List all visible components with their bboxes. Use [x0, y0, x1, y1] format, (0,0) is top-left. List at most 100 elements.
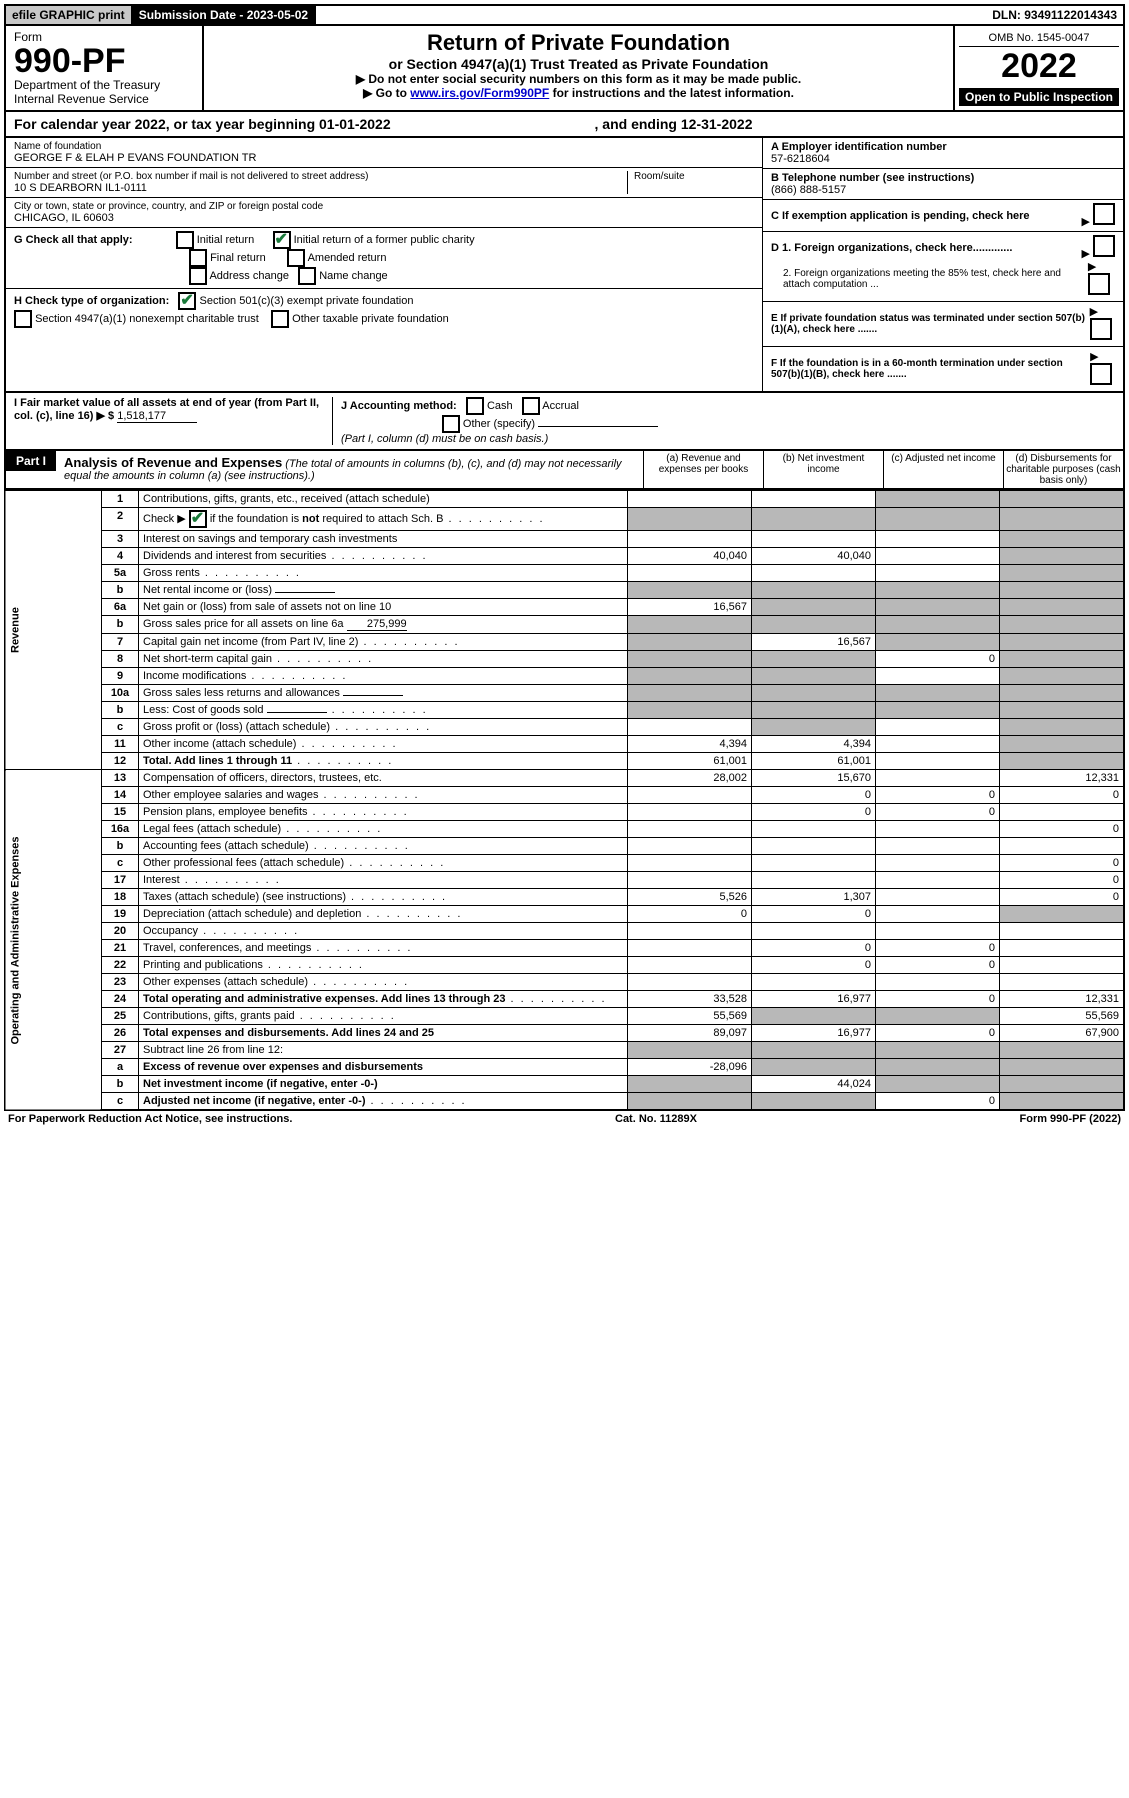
table-row: 24Total operating and administrative exp… [5, 991, 1124, 1008]
value-cell-b [752, 668, 876, 685]
accrual-checkbox[interactable] [522, 397, 540, 415]
dept-label: Department of the Treasury [14, 78, 194, 92]
table-row: 8Net short-term capital gain0 [5, 651, 1124, 668]
room-label: Room/suite [634, 171, 754, 182]
table-row: 21Travel, conferences, and meetings00 [5, 940, 1124, 957]
e-checkbox[interactable] [1090, 318, 1112, 340]
line-description: Other income (attach schedule) [139, 736, 628, 753]
table-row: 18Taxes (attach schedule) (see instructi… [5, 889, 1124, 906]
table-row: 27Subtract line 26 from line 12: [5, 1042, 1124, 1059]
line-number: c [102, 1093, 139, 1111]
value-cell-b: 0 [752, 957, 876, 974]
line-number: 18 [102, 889, 139, 906]
f-checkbox[interactable] [1090, 363, 1112, 385]
line-number: b [102, 702, 139, 719]
final-return-checkbox[interactable] [189, 249, 207, 267]
value-cell-a [628, 804, 752, 821]
value-cell-a [628, 1042, 752, 1059]
value-cell-b [752, 508, 876, 531]
value-cell-c [876, 719, 1000, 736]
table-row: bGross sales price for all assets on lin… [5, 616, 1124, 634]
name-change-checkbox[interactable] [298, 267, 316, 285]
submission-date: Submission Date - 2023-05-02 [133, 6, 316, 24]
line-description: Gross profit or (loss) (attach schedule) [139, 719, 628, 736]
value-cell-a: 89,097 [628, 1025, 752, 1042]
line-number: b [102, 616, 139, 634]
footer-left: For Paperwork Reduction Act Notice, see … [8, 1113, 292, 1125]
line-number: 14 [102, 787, 139, 804]
form-link[interactable]: www.irs.gov/Form990PF [410, 86, 549, 100]
value-cell-b [752, 531, 876, 548]
value-cell-c: 0 [876, 991, 1000, 1008]
value-cell-b: 16,567 [752, 634, 876, 651]
value-cell-b [752, 821, 876, 838]
line-number: 22 [102, 957, 139, 974]
value-cell-d: 67,900 [1000, 1025, 1125, 1042]
value-cell-d [1000, 1076, 1125, 1093]
value-cell-a [628, 838, 752, 855]
value-cell-d [1000, 685, 1125, 702]
table-row: 25Contributions, gifts, grants paid55,56… [5, 1008, 1124, 1025]
value-cell-c [876, 923, 1000, 940]
other-taxable-checkbox[interactable] [271, 310, 289, 328]
value-cell-b: 0 [752, 804, 876, 821]
form-title: Return of Private Foundation [212, 30, 945, 56]
tax-year: 2022 [959, 47, 1119, 86]
value-cell-b [752, 855, 876, 872]
initial-return-checkbox[interactable] [176, 231, 194, 249]
cash-checkbox[interactable] [466, 397, 484, 415]
line-description: Less: Cost of goods sold [139, 702, 628, 719]
value-cell-d [1000, 702, 1125, 719]
value-cell-d [1000, 1042, 1125, 1059]
value-cell-a [628, 565, 752, 582]
initial-former-checkbox[interactable] [273, 231, 291, 249]
table-row: bAccounting fees (attach schedule) [5, 838, 1124, 855]
street-address: 10 S DEARBORN IL1-0111 [14, 182, 627, 194]
line-description: Excess of revenue over expenses and disb… [139, 1059, 628, 1076]
sch-b-checkbox[interactable] [189, 510, 207, 528]
value-cell-b: 0 [752, 940, 876, 957]
page-footer: For Paperwork Reduction Act Notice, see … [4, 1111, 1125, 1127]
entity-info: Name of foundation GEORGE F & ELAH P EVA… [4, 138, 1125, 393]
efile-print-button[interactable]: efile GRAPHIC print [6, 6, 133, 24]
cal-mid: , and ending [595, 116, 681, 132]
line-number: 19 [102, 906, 139, 923]
value-cell-c [876, 753, 1000, 770]
value-cell-a [628, 491, 752, 508]
c-checkbox[interactable] [1093, 203, 1115, 225]
value-cell-b [752, 1059, 876, 1076]
table-row: 6aNet gain or (loss) from sale of assets… [5, 599, 1124, 616]
value-cell-c: 0 [876, 1025, 1000, 1042]
d1-checkbox[interactable] [1093, 235, 1115, 257]
value-cell-d: 12,331 [1000, 991, 1125, 1008]
line-number: c [102, 855, 139, 872]
i-value: 1,518,177 [117, 410, 197, 423]
line-description: Contributions, gifts, grants paid [139, 1008, 628, 1025]
line-number: 2 [102, 508, 139, 531]
amended-return-checkbox[interactable] [287, 249, 305, 267]
value-cell-c [876, 1076, 1000, 1093]
line-number: 27 [102, 1042, 139, 1059]
line-number: 1 [102, 491, 139, 508]
address-change-checkbox[interactable] [189, 267, 207, 285]
value-cell-a [628, 634, 752, 651]
d2-checkbox[interactable] [1088, 273, 1110, 295]
line-number: 16a [102, 821, 139, 838]
value-cell-a [628, 651, 752, 668]
value-cell-a: 33,528 [628, 991, 752, 1008]
line-description: Contributions, gifts, grants, etc., rece… [139, 491, 628, 508]
table-row: Revenue1Contributions, gifts, grants, et… [5, 491, 1124, 508]
h-label: H Check type of organization: [14, 295, 169, 307]
line-number: 7 [102, 634, 139, 651]
form-number: 990-PF [14, 44, 194, 78]
line-number: 10a [102, 685, 139, 702]
4947-checkbox[interactable] [14, 310, 32, 328]
501c3-checkbox[interactable] [178, 292, 196, 310]
value-cell-b [752, 491, 876, 508]
line-number: 24 [102, 991, 139, 1008]
line-description: Other employee salaries and wages [139, 787, 628, 804]
value-cell-a [628, 1093, 752, 1111]
other-method-checkbox[interactable] [442, 415, 460, 433]
value-cell-b: 40,040 [752, 548, 876, 565]
line-description: Total operating and administrative expen… [139, 991, 628, 1008]
